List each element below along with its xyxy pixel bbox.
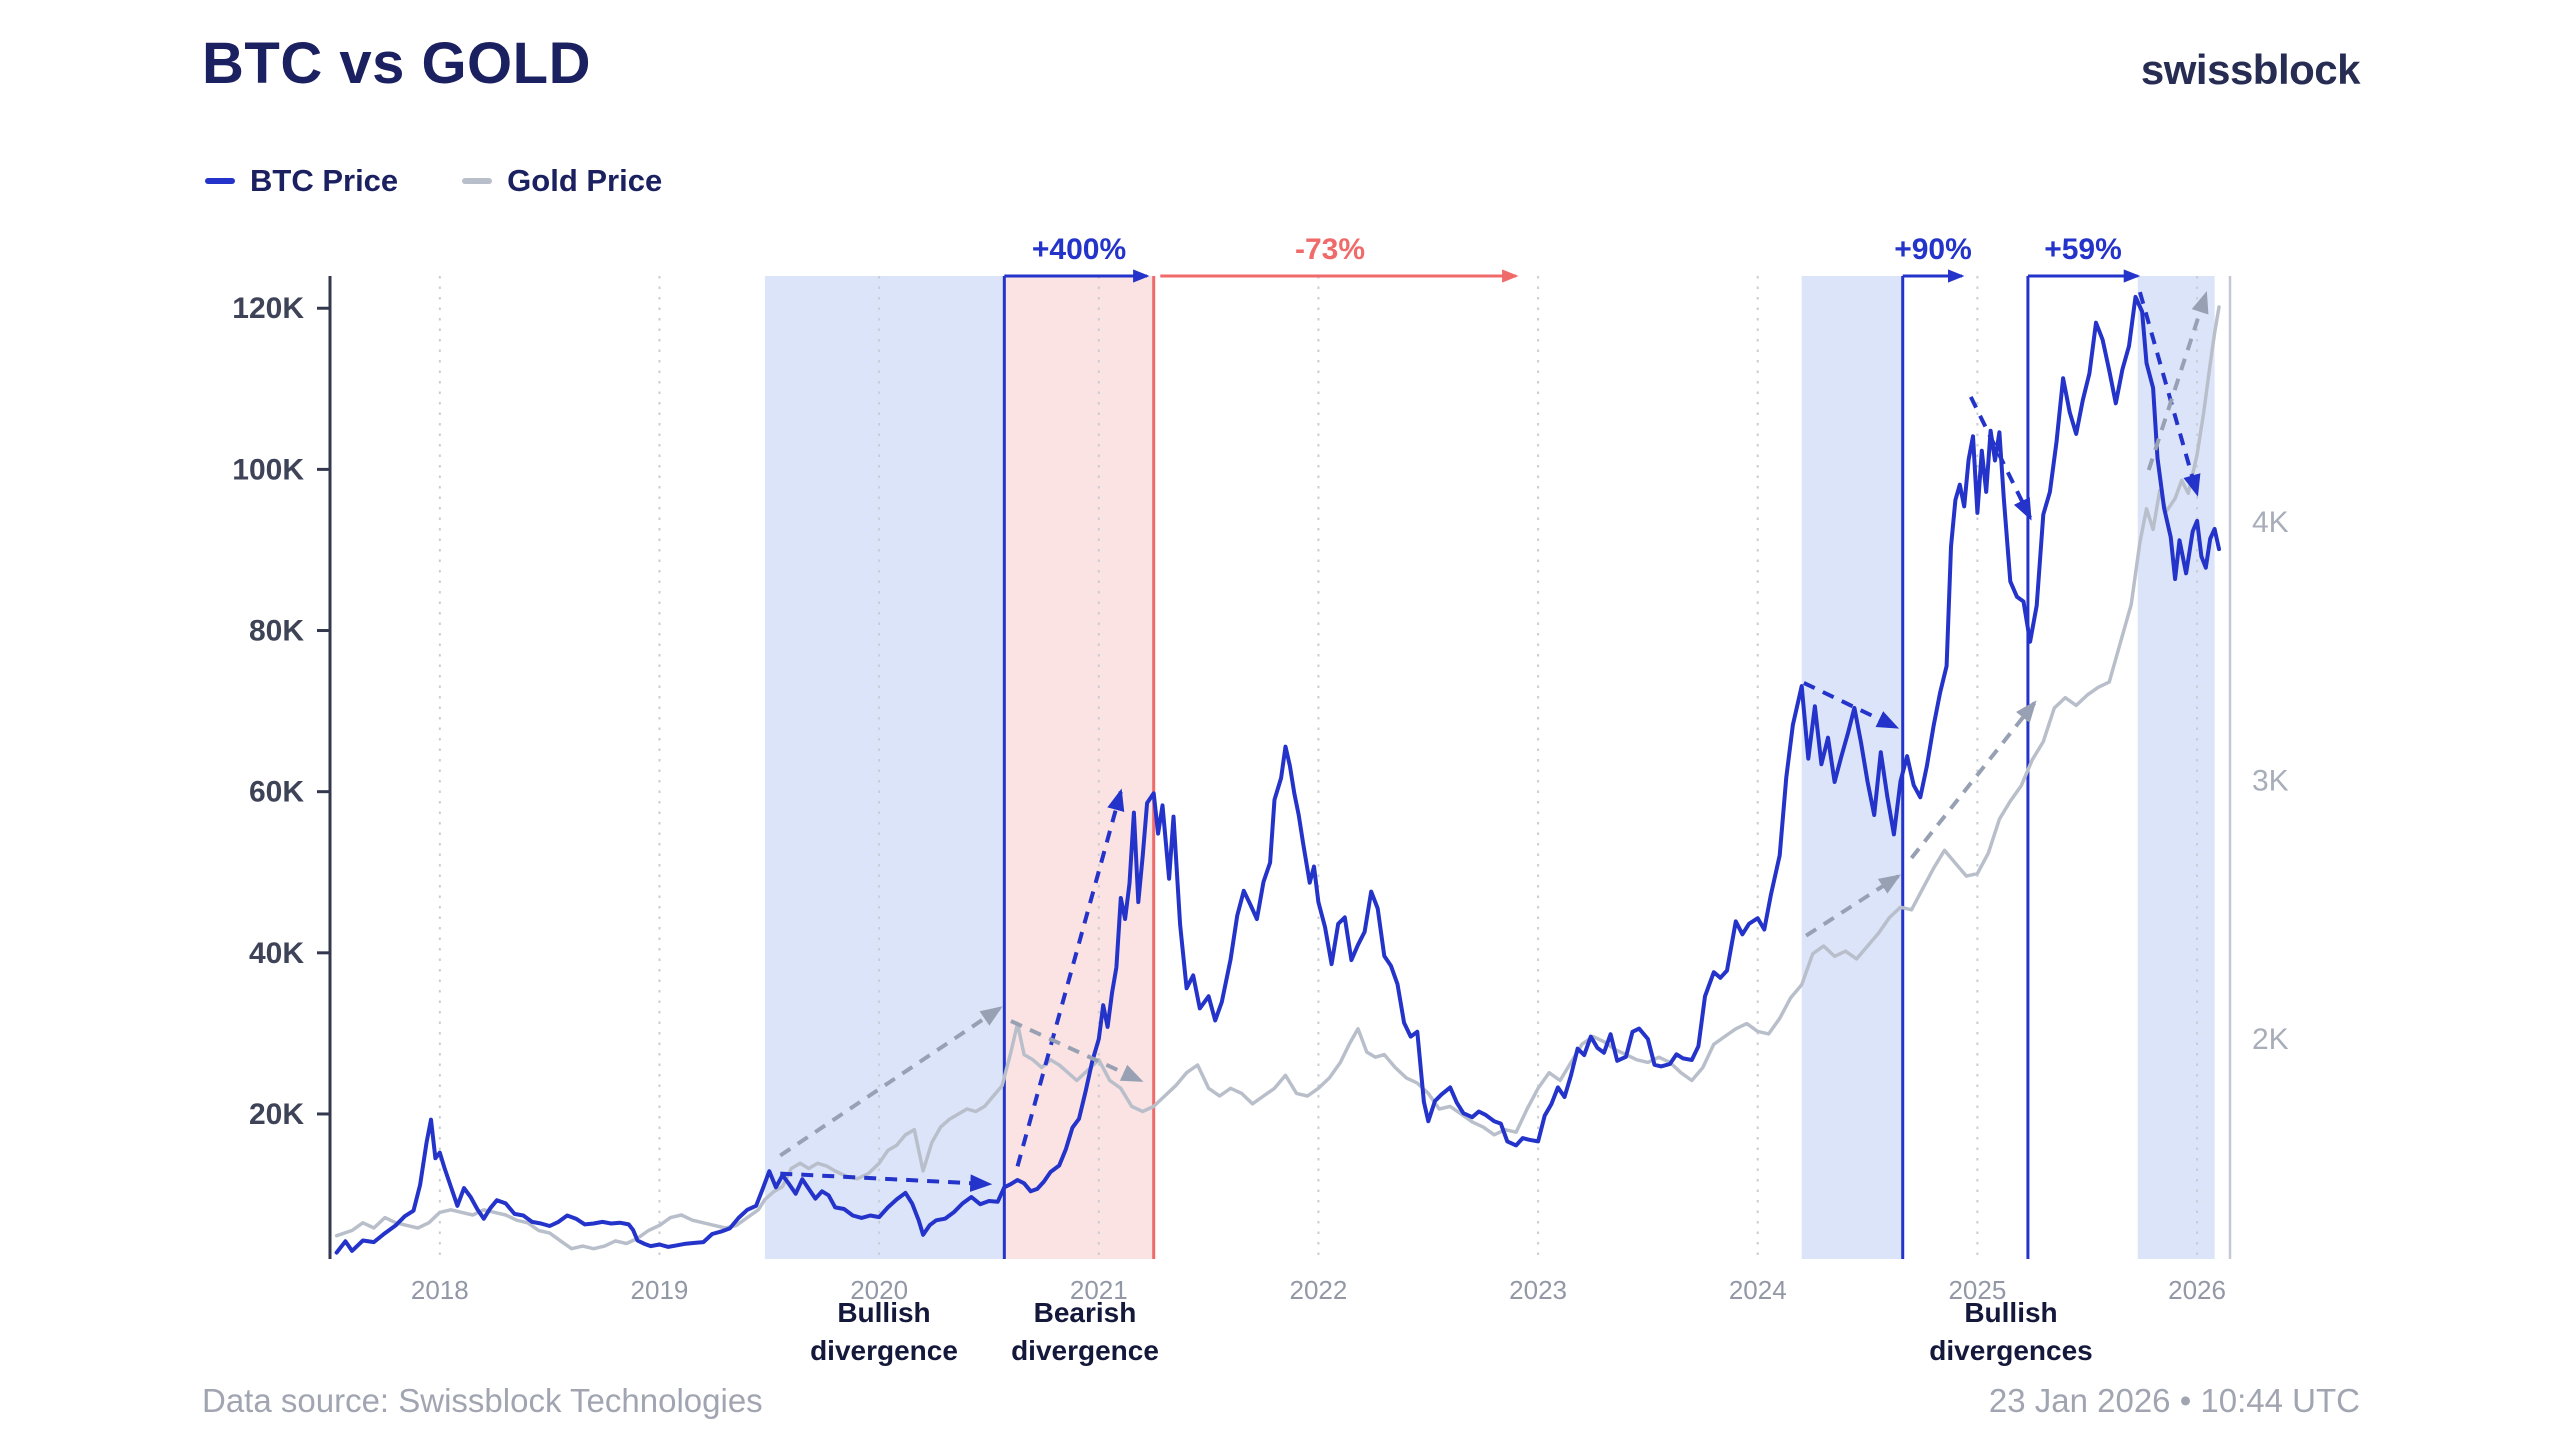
trend-arrow xyxy=(780,1171,993,1192)
label-line: divergence xyxy=(1011,1335,1159,1366)
data-source: Data source: Swissblock Technologies xyxy=(202,1382,763,1419)
label-line: Bearish xyxy=(1033,1297,1137,1328)
annotation-plus-90: +90% xyxy=(1894,233,1972,266)
x-year-label: 2018 xyxy=(411,1275,469,1305)
label-bearish-divergence-2020: Bearish divergence xyxy=(1011,1294,1159,1370)
annotation-plus-59: +59% xyxy=(2044,233,2122,266)
label-line: divergences xyxy=(1929,1335,2093,1366)
btc-line-swatch-icon xyxy=(205,178,235,184)
y-left-label: 100K xyxy=(232,453,304,486)
y-right-label: 2K xyxy=(2252,1023,2289,1056)
label-bullish-divergence-2019: Bullish divergence xyxy=(810,1294,958,1370)
x-year-label: 2023 xyxy=(1509,1275,1567,1305)
label-line: Bullish xyxy=(837,1297,931,1328)
divergence-arrows xyxy=(779,290,2209,1192)
x-year-label: 2022 xyxy=(1290,1275,1348,1305)
label-line: divergence xyxy=(810,1335,958,1366)
y-left-label: 20K xyxy=(249,1098,304,1131)
x-year-label: 2026 xyxy=(2168,1275,2226,1305)
gold-price-line xyxy=(334,305,2221,1251)
annotation-plus-400: +400% xyxy=(1031,233,1127,266)
price-lines xyxy=(334,294,2221,1255)
shaded-regions xyxy=(764,276,2215,1259)
x-year-label: 2020 xyxy=(850,1275,908,1305)
trend-arrow xyxy=(779,1006,1003,1158)
gold-line-swatch-icon xyxy=(462,178,493,184)
y-right-label: 4K xyxy=(2252,506,2289,539)
y-right-label: 3K xyxy=(2252,764,2289,797)
label-bullish-divergences-2025: Bullish divergences xyxy=(1929,1294,2092,1370)
y-left-label: 40K xyxy=(249,937,304,970)
page-title: BTC vs GOLD xyxy=(202,31,591,96)
region-bullish-divergence-2019 xyxy=(764,276,1005,1259)
legend-item-btc: BTC Price xyxy=(205,163,398,199)
swissblock-logo: swissblock xyxy=(2140,46,2361,93)
trend-arrow xyxy=(1010,1019,1144,1083)
y-left-label: 80K xyxy=(249,615,304,648)
trend-arrow xyxy=(1803,681,1900,730)
trend-arrow xyxy=(1015,788,1125,1167)
region-bearish-divergence-2020 xyxy=(1004,276,1154,1259)
x-year-label: 2019 xyxy=(631,1275,689,1305)
axis-tick-labels: 20K 40K 60K 80K 100K 120K 2K 3K 4K 2018 2019 2020 20… xyxy=(232,292,2288,1305)
btc-price-line xyxy=(334,294,2221,1255)
trend-arrow xyxy=(1969,395,2032,521)
region-bullish-divergence-2025 xyxy=(2137,276,2215,1259)
y-left-label: 120K xyxy=(232,292,304,325)
year-gridlines xyxy=(438,276,2199,1259)
label-line: Bullish xyxy=(1964,1297,2058,1328)
x-year-label: 2021 xyxy=(1070,1275,1128,1305)
x-year-label: 2025 xyxy=(1948,1275,2006,1305)
timestamp-label: 23 Jan 2026 • 10:44 UTC xyxy=(1988,1382,2360,1419)
x-year-label: 2024 xyxy=(1729,1275,1787,1305)
trend-arrow xyxy=(2138,291,2201,497)
trend-arrow xyxy=(1804,874,1902,938)
axis-lines xyxy=(317,276,2232,1259)
trend-arrow xyxy=(1909,700,2037,860)
legend-item-gold: Gold Price xyxy=(462,163,662,199)
legend: BTC Price Gold Price xyxy=(205,163,662,199)
y-left-label: 60K xyxy=(249,776,304,809)
legend-label-btc: BTC Price xyxy=(250,163,399,198)
legend-label-gold: Gold Price xyxy=(507,163,663,198)
region-bullish-divergence-2024 xyxy=(1801,276,1903,1259)
annotation-minus-73: -73% xyxy=(1294,233,1366,266)
trend-arrow xyxy=(2146,290,2209,471)
